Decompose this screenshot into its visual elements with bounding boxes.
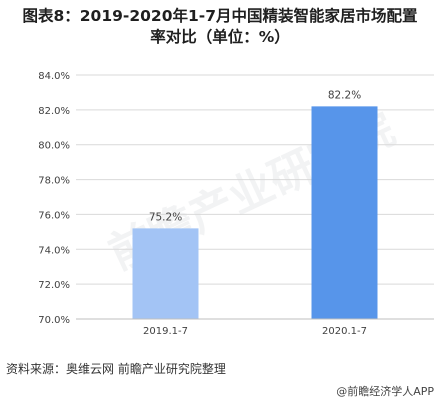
y-tick-label: 74.0% [38, 245, 70, 256]
bar [311, 106, 378, 319]
bar-value-label: 75.2% [149, 211, 182, 223]
y-tick-label: 72.0% [38, 280, 70, 291]
brand-credit: @前瞻经济学人APP [336, 385, 434, 398]
source-note: 资料来源：奥维云网 前瞻产业研究院整理 [6, 362, 226, 376]
y-tick-label: 76.0% [38, 210, 70, 221]
y-tick-label: 82.0% [38, 106, 70, 117]
bar [132, 228, 199, 319]
y-tick-label: 70.0% [38, 315, 70, 326]
y-tick-label: 80.0% [38, 141, 70, 152]
y-tick-label: 78.0% [38, 176, 70, 187]
chart-title-line-1: 图表8：2019-2020年1-7月中国精装智能家居市场配置 [22, 7, 418, 25]
x-tick-label: 2019.1-7 [143, 326, 188, 337]
x-tick-label: 2020.1-7 [322, 326, 367, 337]
chart-title: 图表8：2019-2020年1-7月中国精装智能家居市场配置 率对比（单位：%） [0, 6, 440, 48]
bar-value-label: 82.2% [328, 89, 361, 101]
y-tick-label: 84.0% [38, 71, 70, 82]
chart-title-line-2: 率对比（单位：%） [150, 28, 290, 46]
